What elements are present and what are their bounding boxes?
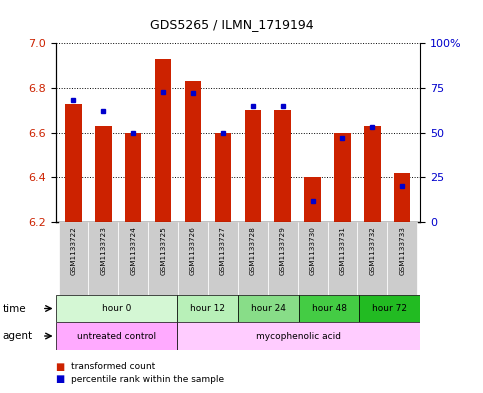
Bar bbox=[185, 81, 201, 222]
Bar bbox=[268, 222, 298, 295]
Text: mycophenolic acid: mycophenolic acid bbox=[256, 332, 341, 340]
Bar bbox=[334, 133, 351, 222]
Text: GSM1133729: GSM1133729 bbox=[280, 226, 286, 275]
Text: GSM1133725: GSM1133725 bbox=[160, 226, 166, 275]
Bar bbox=[364, 126, 381, 222]
Bar bbox=[95, 126, 112, 222]
Text: GSM1133730: GSM1133730 bbox=[310, 226, 315, 275]
Bar bbox=[155, 59, 171, 222]
Bar bbox=[359, 295, 420, 322]
Text: ■: ■ bbox=[56, 362, 65, 372]
Bar bbox=[238, 222, 268, 295]
Text: hour 72: hour 72 bbox=[372, 304, 407, 313]
Text: transformed count: transformed count bbox=[71, 362, 155, 371]
Bar bbox=[215, 133, 231, 222]
Text: GDS5265 / ILMN_1719194: GDS5265 / ILMN_1719194 bbox=[150, 18, 313, 31]
Text: time: time bbox=[2, 303, 26, 314]
Bar bbox=[58, 222, 88, 295]
Text: ■: ■ bbox=[56, 374, 65, 384]
Bar bbox=[244, 110, 261, 222]
Text: GSM1133723: GSM1133723 bbox=[100, 226, 106, 275]
Bar bbox=[208, 222, 238, 295]
Bar bbox=[125, 133, 142, 222]
Bar bbox=[304, 177, 321, 222]
Text: GSM1133727: GSM1133727 bbox=[220, 226, 226, 275]
Bar bbox=[298, 222, 327, 295]
Bar bbox=[56, 295, 177, 322]
Bar bbox=[327, 222, 357, 295]
Bar bbox=[274, 110, 291, 222]
Text: hour 24: hour 24 bbox=[251, 304, 286, 313]
Text: untreated control: untreated control bbox=[77, 332, 156, 340]
Text: hour 0: hour 0 bbox=[101, 304, 131, 313]
Text: GSM1133726: GSM1133726 bbox=[190, 226, 196, 275]
Bar bbox=[65, 104, 82, 222]
Bar bbox=[178, 222, 208, 295]
Bar bbox=[238, 295, 298, 322]
Text: GSM1133732: GSM1133732 bbox=[369, 226, 375, 275]
Bar bbox=[298, 295, 359, 322]
Bar bbox=[148, 222, 178, 295]
Text: hour 48: hour 48 bbox=[312, 304, 346, 313]
Bar bbox=[177, 295, 238, 322]
Bar bbox=[88, 222, 118, 295]
Bar bbox=[394, 173, 411, 222]
Bar bbox=[177, 322, 420, 350]
Text: hour 12: hour 12 bbox=[190, 304, 225, 313]
Bar bbox=[56, 322, 177, 350]
Text: GSM1133731: GSM1133731 bbox=[340, 226, 345, 275]
Text: GSM1133724: GSM1133724 bbox=[130, 226, 136, 275]
Bar bbox=[357, 222, 387, 295]
Text: GSM1133728: GSM1133728 bbox=[250, 226, 256, 275]
Text: GSM1133722: GSM1133722 bbox=[71, 226, 76, 275]
Text: percentile rank within the sample: percentile rank within the sample bbox=[71, 375, 224, 384]
Bar bbox=[118, 222, 148, 295]
Text: GSM1133733: GSM1133733 bbox=[399, 226, 405, 275]
Bar bbox=[387, 222, 417, 295]
Text: agent: agent bbox=[2, 331, 32, 341]
